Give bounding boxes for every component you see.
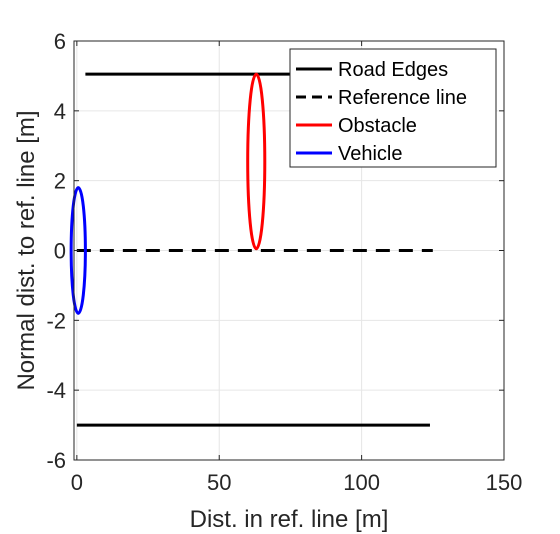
- y-tick-label: 4: [54, 99, 66, 124]
- x-axis-label: Dist. in ref. line [m]: [190, 506, 389, 533]
- tick-labels: 0 50 100 150 -6 -4 -2 0 2 4 6: [46, 29, 522, 495]
- x-tick-label: 0: [71, 470, 83, 495]
- legend-label-obstacle: Obstacle: [338, 115, 417, 137]
- obstacle-ellipse: [246, 72, 267, 251]
- ticks: [74, 40, 505, 461]
- y-axis-label: Normal dist. to ref. line [m]: [13, 110, 40, 390]
- legend-label-vehicle: Vehicle: [338, 143, 403, 165]
- y-tick-label: -4: [46, 378, 66, 403]
- legend-label-road-edges: Road Edges: [338, 59, 448, 81]
- x-tick-label: 150: [486, 470, 523, 495]
- y-tick-label: -6: [46, 448, 66, 473]
- legend: Road Edges Reference line Obstacle Vehicle: [289, 48, 497, 168]
- vehicle-ellipse: [69, 186, 87, 315]
- x-tick-label: 50: [207, 470, 231, 495]
- x-tick-label: 100: [343, 470, 380, 495]
- legend-label-reference-line: Reference line: [338, 87, 467, 109]
- y-tick-label: 0: [54, 239, 66, 264]
- y-tick-label: 6: [54, 29, 66, 54]
- y-tick-label: 2: [54, 169, 66, 194]
- y-tick-label: -2: [46, 308, 66, 333]
